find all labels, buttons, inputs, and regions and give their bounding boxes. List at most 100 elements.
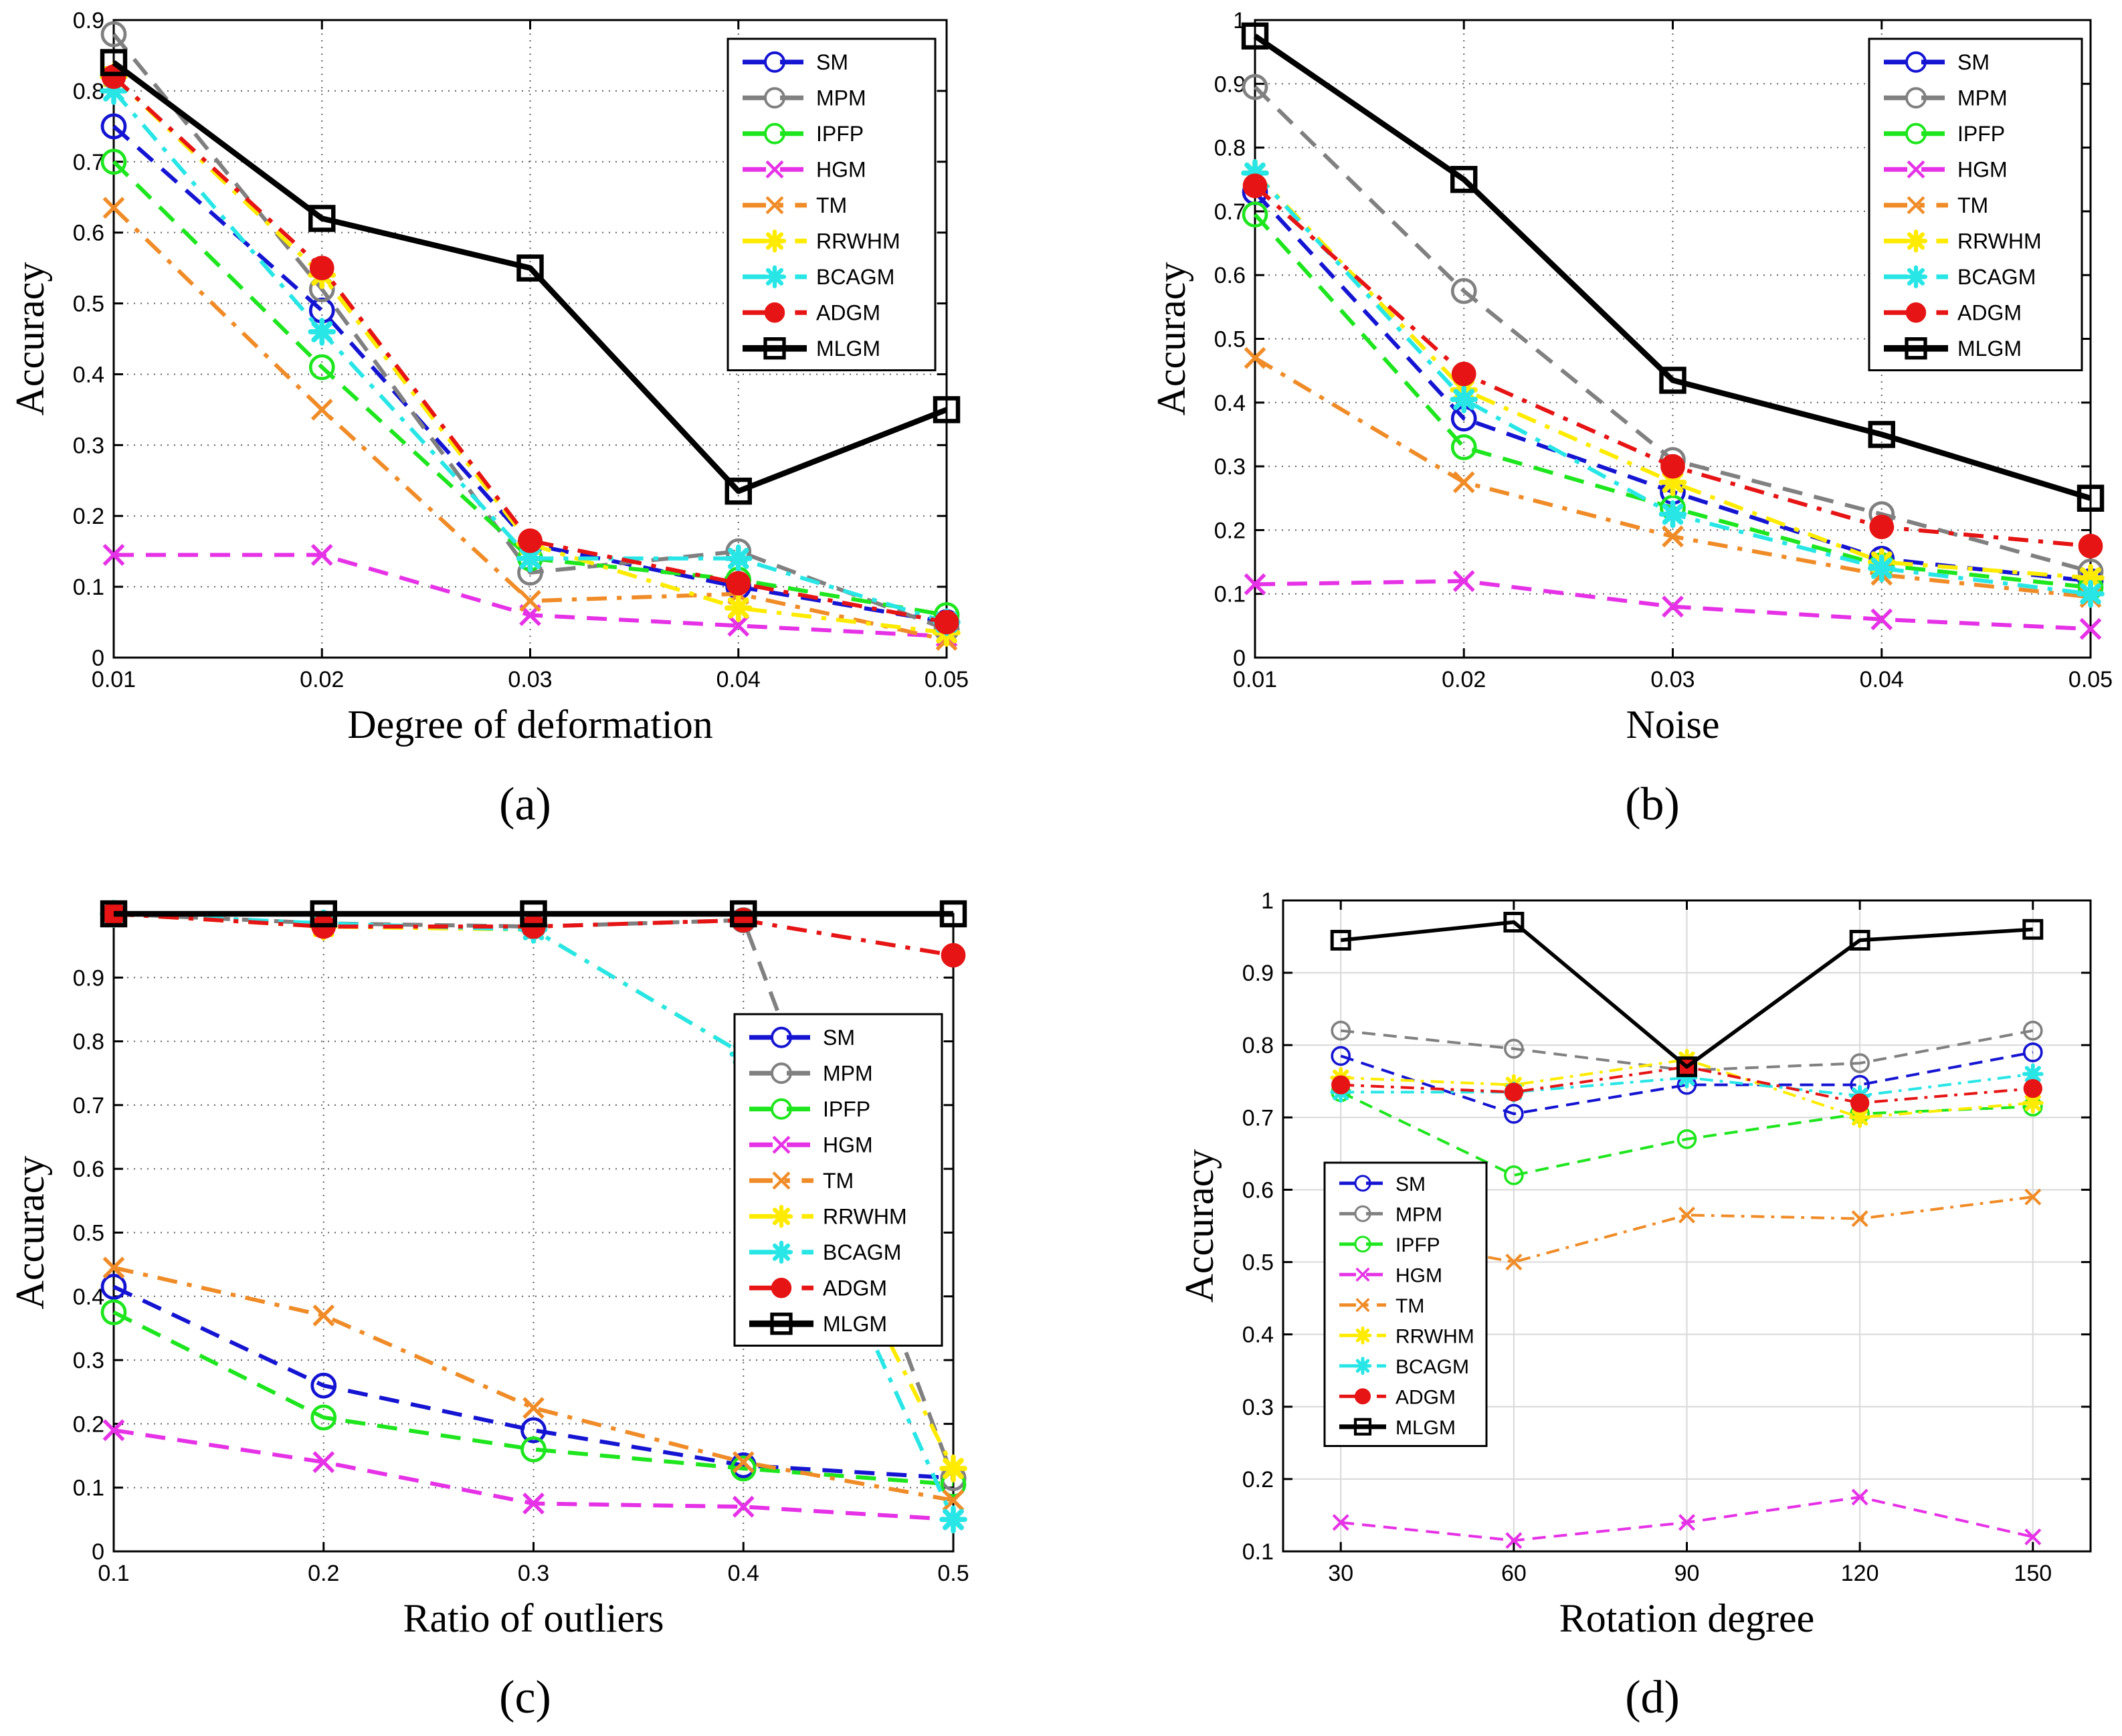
legend-marker-hgm: [772, 1135, 791, 1154]
y-tick-label: 0.1: [73, 1476, 104, 1501]
y-tick-label: 0.5: [1242, 1250, 1274, 1276]
series-line-rrwhm: [112, 75, 947, 635]
data-point-rrwhm: [1658, 468, 1687, 496]
data-point-mlgm: [1659, 367, 1686, 394]
data-point-tm: [1244, 347, 1266, 369]
data-point-rrwhm: [1849, 1106, 1871, 1129]
data-point-sm: [1331, 1046, 1351, 1066]
data-point-hgm: [102, 1419, 125, 1442]
data-point-mlgm: [100, 900, 128, 928]
y-tick-label: 0.3: [73, 433, 104, 458]
legend-label: TM: [1395, 1295, 1424, 1317]
legend-marker-mlgm: [1353, 1418, 1372, 1436]
y-axis-label: Accuracy: [1149, 262, 1193, 416]
x-tick-label: 0.02: [1442, 667, 1486, 692]
data-point-mlgm: [1868, 421, 1895, 448]
legend-label: ADGM: [823, 1276, 887, 1300]
data-point-adgm: [518, 528, 543, 553]
data-point-adgm: [2078, 533, 2103, 559]
x-axis-label: Ratio of outliers: [403, 1596, 664, 1640]
x-tick-label: 0.03: [1650, 667, 1695, 692]
data-point-mlgm: [1849, 929, 1870, 951]
x-tick-label: 0.03: [508, 667, 552, 692]
legend-marker-sm: [1354, 1175, 1371, 1192]
data-point-rrwhm: [939, 1454, 967, 1482]
data-point-hgm: [1452, 570, 1475, 593]
data-point-mlgm: [1330, 929, 1351, 951]
x-tick-label: 0.5: [937, 1561, 969, 1586]
series-line-tm: [113, 1265, 954, 1503]
data-point-adgm: [1451, 361, 1476, 387]
y-axis-label: Accuracy: [1177, 1149, 1222, 1303]
x-tick-label: 0.05: [2068, 667, 2113, 692]
data-point-mpm: [1331, 1020, 1351, 1041]
chart-panel-d: 30 60 90 120 150 0.1 0.2 0.3 0.4 0.5 0.6 0.7 0.8 0.9 1…: [1177, 888, 2092, 1723]
legend-marker-ipfp: [764, 122, 785, 144]
data-point-mlgm: [2077, 484, 2105, 512]
data-point-hgm: [732, 1495, 755, 1518]
y-tick-label: 0.3: [1214, 454, 1246, 480]
data-point-bcagm: [100, 77, 128, 105]
x-tick-label: 120: [1841, 1561, 1879, 1586]
data-point-mpm: [1504, 1038, 1524, 1059]
data-point-bcagm: [516, 544, 545, 573]
series-hgm: [1332, 1488, 2042, 1549]
data-point-mpm: [1450, 278, 1477, 304]
y-tick-label: 0: [92, 1539, 104, 1565]
legend-marker-hgm: [765, 160, 784, 179]
legend-label: ADGM: [816, 300, 880, 324]
legend-label: MPM: [816, 86, 866, 110]
x-tick-label: 0.3: [518, 1561, 549, 1586]
legend-marker-adgm: [764, 302, 785, 323]
data-point-hgm: [1678, 1514, 1696, 1531]
x-tick-label: 0.02: [300, 667, 344, 692]
legend-label: MLGM: [1395, 1417, 1456, 1439]
data-point-hgm: [312, 1451, 335, 1473]
data-point-bcagm: [939, 1505, 967, 1534]
legend-label: IPFP: [823, 1097, 870, 1121]
series-mlgm: [100, 49, 961, 505]
legend-label: BCAGM: [1957, 265, 2036, 289]
legend-marker-mlgm: [1905, 337, 1927, 360]
y-tick-label: 0.6: [73, 221, 104, 246]
legend-label: BCAGM: [816, 265, 894, 289]
y-tick-label: 0: [1233, 646, 1246, 671]
legend-marker-tm: [1355, 1298, 1370, 1313]
legend-marker-adgm: [1354, 1388, 1371, 1405]
legend-label: HGM: [823, 1133, 873, 1157]
legend-marker-mpm: [1905, 87, 1927, 109]
y-axis-label: Accuracy: [8, 262, 52, 416]
data-point-hgm: [1244, 573, 1266, 595]
data-point-adgm: [1660, 454, 1685, 479]
data-point-mlgm: [520, 900, 547, 928]
legend-label: MPM: [823, 1061, 873, 1085]
data-point-hgm: [2079, 617, 2102, 640]
legend-label: ADGM: [1957, 300, 2022, 324]
data-point-mlgm: [310, 900, 337, 928]
legend-marker-ipfp: [1354, 1236, 1371, 1253]
legend-label: TM: [816, 193, 847, 217]
series-mlgm: [100, 900, 967, 928]
data-point-sm: [100, 113, 127, 140]
series-line-bcagm: [112, 89, 947, 624]
legend-marker-sm: [764, 51, 785, 73]
data-point-tm: [102, 197, 125, 219]
legend-label: IPFP: [1957, 122, 2005, 146]
data-point-ipfp: [1242, 201, 1268, 228]
data-point-rrwhm: [2022, 1092, 2044, 1114]
data-point-mpm: [1242, 74, 1268, 100]
x-tick-label: 0.04: [1860, 667, 1904, 692]
data-point-adgm: [1504, 1082, 1524, 1102]
y-tick-label: 0.9: [1214, 72, 1246, 97]
legend-marker-mlgm: [763, 337, 786, 360]
y-tick-label: 0.2: [1214, 518, 1246, 543]
data-point-mlgm: [1503, 911, 1525, 933]
x-tick-label: 0.04: [716, 667, 761, 692]
data-point-mlgm: [1450, 166, 1478, 193]
legend-label: MPM: [1395, 1203, 1442, 1226]
data-point-sm: [100, 1274, 127, 1300]
series-line-adgm: [112, 75, 947, 625]
y-tick-label: 0.7: [73, 150, 104, 175]
y-tick-label: 0.5: [73, 292, 104, 317]
data-point-tm: [1452, 471, 1475, 494]
